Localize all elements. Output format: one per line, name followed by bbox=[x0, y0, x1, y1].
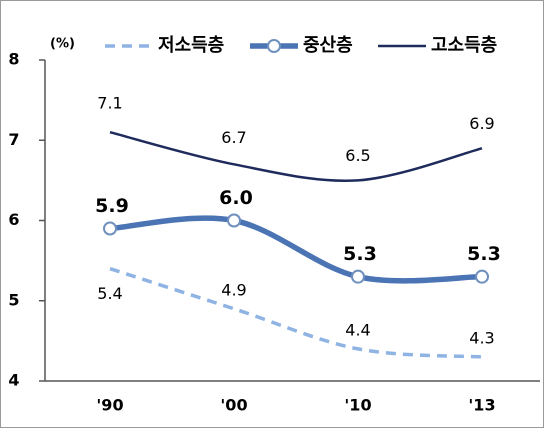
legend-marker bbox=[267, 39, 281, 53]
data-label: 6.9 bbox=[469, 114, 494, 133]
data-label: 5.3 bbox=[343, 243, 377, 265]
y-tick-label: 8 bbox=[8, 50, 19, 69]
data-label: 6.7 bbox=[221, 128, 246, 147]
x-tick-label: '90 bbox=[96, 396, 123, 415]
y-tick-label: 7 bbox=[8, 130, 19, 149]
marker bbox=[475, 269, 489, 284]
data-label: 4.3 bbox=[469, 328, 494, 347]
unit-label: (%) bbox=[50, 37, 75, 52]
y-tick-label: 6 bbox=[8, 210, 19, 229]
data-label: 5.4 bbox=[97, 284, 122, 303]
legend-label: 저소득층 bbox=[158, 35, 224, 56]
x-tick-label: '13 bbox=[468, 396, 495, 415]
legend-label: 중산층 bbox=[303, 35, 353, 56]
marker bbox=[103, 221, 117, 236]
data-label: 4.9 bbox=[221, 280, 246, 299]
marker bbox=[227, 213, 241, 228]
data-label: 7.1 bbox=[97, 94, 122, 113]
legend-label: 고소득층 bbox=[431, 35, 497, 56]
x-tick-label: '00 bbox=[220, 396, 247, 415]
x-tick-label: '10 bbox=[344, 396, 371, 415]
y-tick-label: 4 bbox=[8, 371, 19, 390]
y-tick-label: 5 bbox=[8, 290, 19, 309]
series-line bbox=[109, 215, 483, 284]
series-line bbox=[109, 266, 483, 359]
data-label: 6.5 bbox=[345, 146, 370, 165]
series-line bbox=[109, 131, 483, 183]
data-label: 4.4 bbox=[345, 320, 370, 339]
data-label: 5.3 bbox=[467, 243, 501, 265]
marker bbox=[351, 269, 365, 284]
data-label: 6.0 bbox=[219, 187, 253, 209]
data-label: 5.9 bbox=[95, 195, 129, 217]
